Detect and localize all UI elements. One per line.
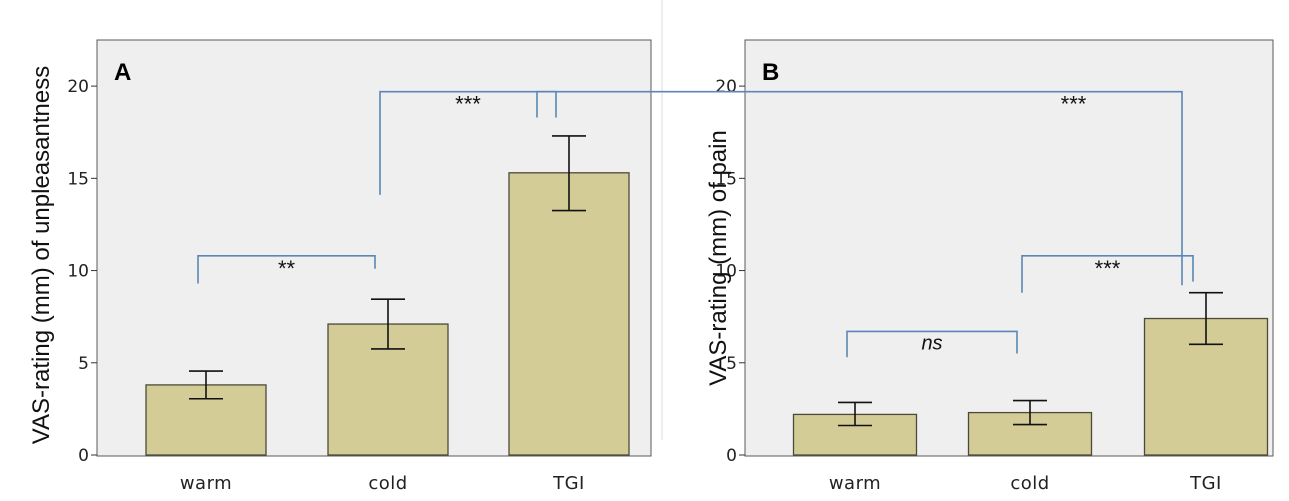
panel-a-significance-brackets: ***** (197, 90, 557, 284)
panel-a-significance-label: ** (278, 256, 296, 281)
panel-b-y-tick-label: 0 (726, 446, 737, 466)
panel-b-x-axis: warm cold TGI (829, 473, 1222, 494)
panel-b-error-bars (838, 291, 1223, 427)
panel-b-y-tick-label: 15 (715, 169, 737, 189)
panel-b-bar-warm (792, 413, 918, 456)
panel-a-error-bars (189, 135, 586, 400)
panel-b-significance-label: ns (921, 332, 942, 354)
cross-significance-bracket (536, 90, 1183, 286)
cross-panel-bracket: *** (536, 90, 1183, 286)
panel-b-y-axis-label: VAS-rating (mm) of pain (705, 130, 732, 386)
panel-b-significance-bracket (846, 330, 1018, 358)
panel-a-significance-bracket (379, 90, 557, 195)
panel-a-significance-bracket (197, 255, 376, 284)
panel-a-y-tick-label: 5 (78, 354, 89, 374)
panel-b-significance-bracket (1021, 255, 1194, 293)
panel-b-category-label-cold: cold (1010, 473, 1049, 494)
panel-a-y-tick-label: 0 (78, 446, 89, 466)
panel-a-category-label-cold: cold (368, 473, 407, 494)
panel-b-category-label-tgi: TGI (1189, 473, 1222, 494)
panel-b-category-label-warm: warm (829, 473, 881, 494)
cross-significance-label: *** (1061, 92, 1087, 117)
panel-a-label: A (114, 59, 131, 86)
panel-a-y-axis-label: VAS-rating (mm) of unpleasantness (28, 66, 55, 444)
panel-b-significance-label: *** (1095, 256, 1121, 281)
panel-a-bar-tgi (508, 172, 630, 456)
panel-b-y-tick-label: 20 (715, 77, 737, 97)
panel-a-significance-label: *** (455, 92, 481, 117)
panel-a-y-tick-label: 20 (67, 77, 89, 97)
panel-b-significance-brackets: ns *** (846, 255, 1194, 358)
panel-a-y-axis: 0 5 10 15 20 (67, 77, 97, 466)
panel-b-y-tick-label: 10 (715, 262, 737, 282)
panel-a-category-label-warm: warm (180, 473, 232, 494)
panel-b-y-tick-label: 5 (726, 354, 737, 374)
panel-a-x-axis: warm cold TGI (180, 473, 585, 494)
panel-b-label: B (762, 59, 779, 86)
panel-b-chart: 0 5 10 15 20 ns *** warm cold TGI B VAS-rating … (705, 39, 1274, 494)
panel-a-y-tick-label: 15 (67, 169, 89, 189)
panel-a-y-tick-label: 10 (67, 262, 89, 282)
panel-a-category-label-tgi: TGI (552, 473, 585, 494)
